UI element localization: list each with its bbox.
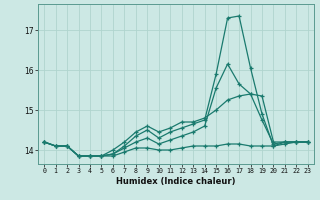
X-axis label: Humidex (Indice chaleur): Humidex (Indice chaleur) — [116, 177, 236, 186]
